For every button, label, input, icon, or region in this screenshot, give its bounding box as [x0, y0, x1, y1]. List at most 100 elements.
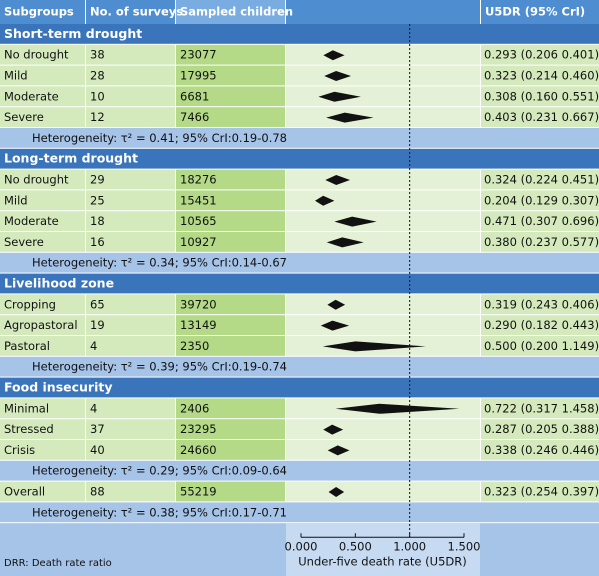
heterogeneity: Heterogeneity: τ² = 0.38; 95% CrI:0.17-0…	[32, 505, 287, 519]
surveys: 88	[90, 485, 105, 499]
header-cell	[481, 0, 599, 24]
children: 7466	[180, 110, 209, 124]
row-cell	[481, 86, 599, 107]
section-title: Livelihood zone	[4, 276, 114, 291]
row-cell	[86, 44, 175, 65]
row-cell	[286, 107, 480, 127]
heterogeneity: Heterogeneity: τ² = 0.41; 95% CrI:0.19-0…	[32, 131, 287, 145]
row-cell	[86, 440, 175, 460]
estimate-diamond	[326, 237, 364, 248]
row-cell	[0, 44, 85, 65]
row-label: Moderate	[4, 214, 59, 228]
row-cell	[481, 315, 599, 335]
column-header: No. of surveys	[90, 5, 183, 19]
estimate-diamond	[322, 341, 426, 352]
column-header: U5DR (95% CrI)	[485, 5, 585, 19]
header-cell	[176, 0, 285, 24]
row-cell	[86, 481, 175, 502]
row-cell	[176, 440, 285, 460]
row-cell	[286, 315, 480, 335]
surveys: 38	[90, 48, 105, 62]
estimate-diamond	[334, 216, 377, 227]
row-cell	[86, 232, 175, 252]
row-label: Pastoral	[4, 339, 50, 353]
children: 17995	[180, 69, 217, 83]
header-cell	[286, 0, 480, 24]
row-cell	[0, 315, 85, 335]
row-cell	[286, 232, 480, 252]
x-tick-label: 0.500	[339, 540, 372, 554]
row-cell	[286, 294, 480, 315]
estimate-label: 0.308 (0.160 0.551)	[484, 89, 599, 103]
row-cell	[481, 398, 599, 419]
heterogeneity: Heterogeneity: τ² = 0.29; 95% CrI:0.09-0…	[32, 464, 287, 478]
row-cell	[481, 44, 599, 65]
row-cell	[286, 86, 480, 107]
children: 10565	[180, 214, 217, 228]
row-label: Overall	[4, 485, 45, 499]
row-cell	[0, 481, 85, 502]
row-cell	[0, 336, 85, 356]
row-cell	[0, 107, 85, 127]
row-cell	[481, 440, 599, 460]
row-cell	[176, 65, 285, 86]
row-cell	[176, 419, 285, 439]
estimate-diamond	[327, 445, 350, 456]
estimate-diamond	[315, 195, 335, 206]
heterogeneity-row	[0, 502, 599, 523]
row-label: Severe	[4, 110, 44, 124]
surveys: 65	[90, 297, 105, 311]
children: 24660	[180, 443, 217, 457]
row-cell	[286, 211, 480, 231]
row-cell	[481, 190, 599, 211]
estimate-label: 0.287 (0.205 0.388)	[484, 422, 599, 436]
children: 55219	[180, 485, 217, 499]
children: 10927	[180, 235, 217, 249]
row-cell	[0, 398, 85, 419]
row-cell	[0, 419, 85, 439]
row-cell	[0, 440, 85, 460]
estimate-diamond	[326, 112, 374, 123]
heterogeneity-row	[0, 252, 599, 273]
surveys: 37	[90, 422, 105, 436]
children: 23295	[180, 422, 217, 436]
children: 18276	[180, 173, 217, 187]
row-cell	[86, 398, 175, 419]
estimate-label: 0.323 (0.214 0.460)	[484, 69, 599, 83]
children: 6681	[180, 89, 209, 103]
children: 39720	[180, 297, 217, 311]
row-cell	[86, 419, 175, 439]
surveys: 18	[90, 214, 105, 228]
row-cell	[286, 65, 480, 86]
row-cell	[481, 294, 599, 315]
row-cell	[481, 232, 599, 252]
row-cell	[176, 398, 285, 419]
row-cell	[0, 169, 85, 190]
estimate-label: 0.323 (0.254 0.397)	[484, 485, 599, 499]
surveys: 29	[90, 173, 105, 187]
estimate-diamond	[323, 424, 344, 435]
row-cell	[86, 169, 175, 190]
row-cell	[176, 232, 285, 252]
section-row	[0, 148, 599, 169]
surveys: 28	[90, 69, 105, 83]
row-label: No drought	[4, 173, 69, 187]
children: 15451	[180, 193, 217, 207]
estimate-label: 0.204 (0.129 0.307)	[484, 193, 599, 207]
heterogeneity-row	[0, 356, 599, 377]
row-cell	[86, 336, 175, 356]
row-label: Severe	[4, 235, 44, 249]
axis-panel	[286, 523, 480, 576]
estimate-label: 0.722 (0.317 1.458)	[484, 401, 599, 415]
row-cell	[286, 481, 480, 502]
surveys: 40	[90, 443, 105, 457]
surveys: 12	[90, 110, 105, 124]
estimate-label: 0.338 (0.246 0.446)	[484, 443, 599, 457]
section-row	[0, 24, 599, 44]
surveys: 4	[90, 339, 97, 353]
row-cell	[0, 86, 85, 107]
heterogeneity-row	[0, 128, 599, 148]
row-label: Mild	[4, 69, 28, 83]
row-cell	[0, 294, 85, 315]
